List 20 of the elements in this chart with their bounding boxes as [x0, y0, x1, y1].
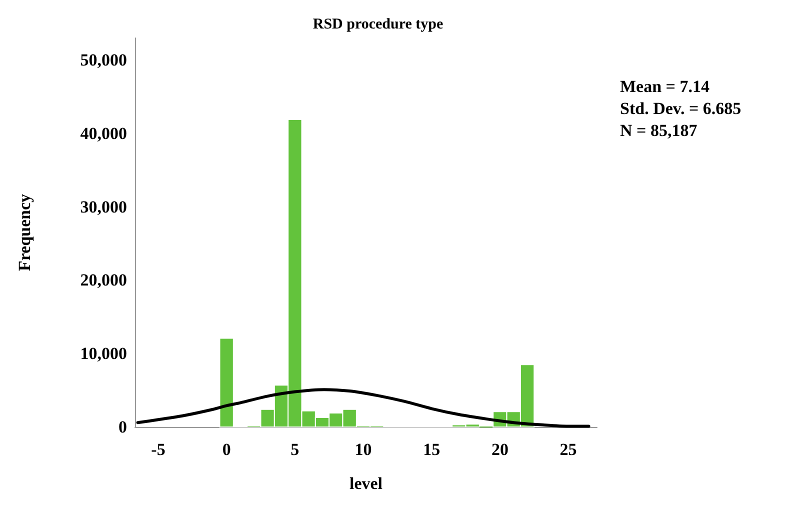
chart-title: RSD procedure type: [312, 16, 444, 32]
x-tick-label: 0: [222, 440, 231, 459]
line-series: [136, 388, 590, 428]
y-tick-label: 30,000: [80, 197, 127, 216]
x-axis-title: level: [349, 474, 383, 493]
y-tick-label: 20,000: [80, 270, 127, 290]
x-tick-label: 20: [491, 440, 508, 459]
y-tick-label: 10,000: [80, 344, 127, 364]
y-tick-label: 50,000: [80, 50, 127, 70]
text: Mean = 7.14: [620, 77, 710, 96]
y-tick-label: 0: [118, 418, 127, 436]
x-tick-label: 15: [423, 440, 440, 459]
x-tick-label: 25: [560, 440, 577, 459]
text: Std. Dev. = 6.685: [620, 99, 742, 118]
x-tick-label: -5: [151, 440, 166, 459]
x-tick-label: 10: [354, 440, 372, 459]
x-tick-label: 5: [290, 440, 300, 459]
y-tick-label: 40,000: [80, 124, 127, 143]
text: N = 85,187: [620, 121, 698, 140]
y-axis-title: Frequency: [15, 193, 34, 272]
